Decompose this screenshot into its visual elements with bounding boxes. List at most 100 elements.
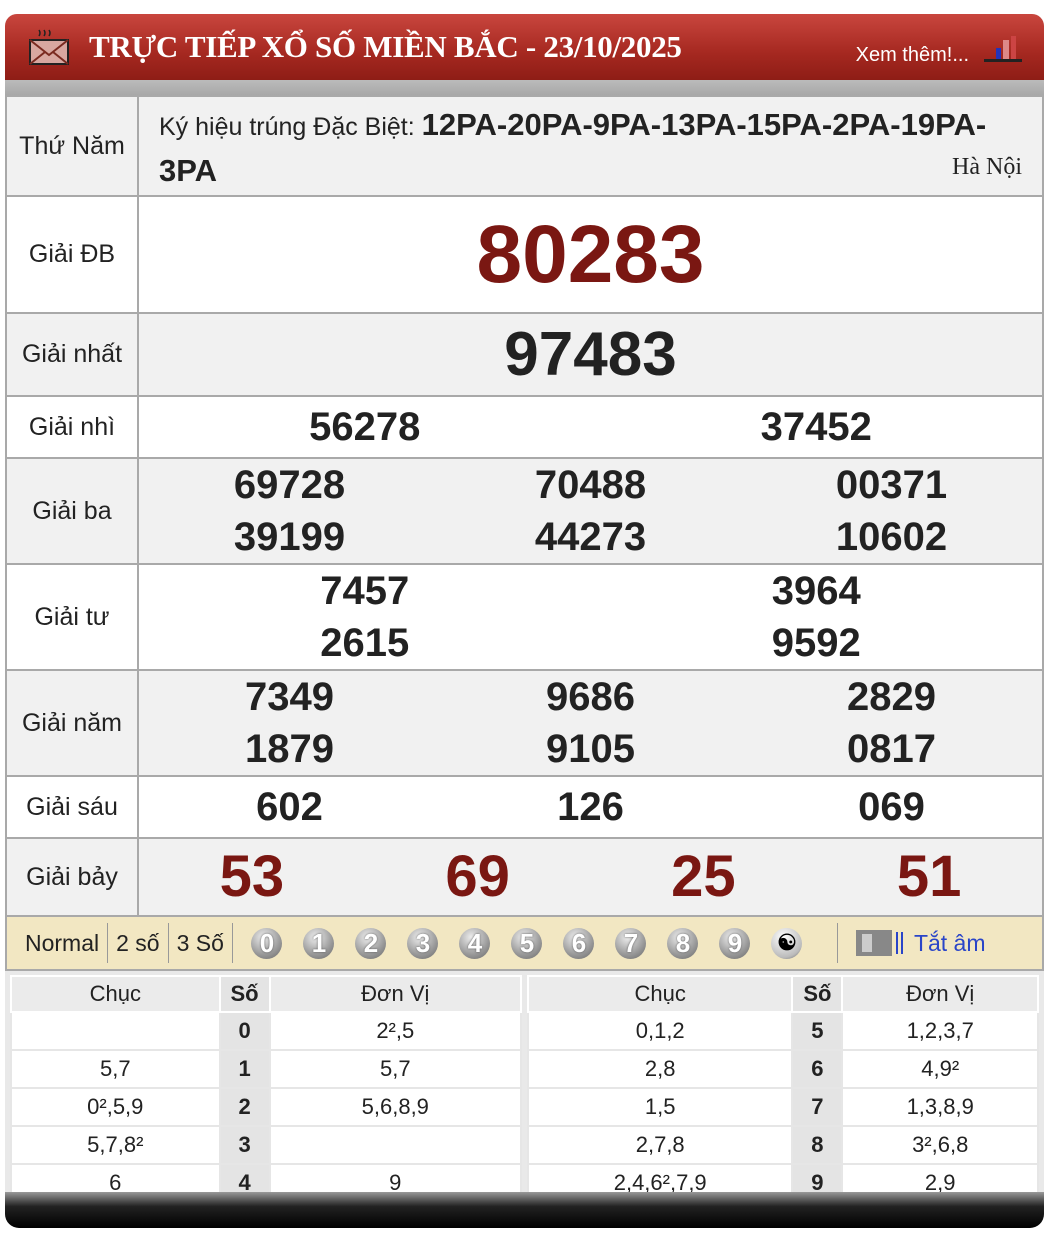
loto-row: 2,7,8 8 3²,6,8 xyxy=(526,1125,1039,1165)
code-values: 12PA-20PA-9PA-13PA-15PA-2PA-19PA-3PA xyxy=(159,107,987,188)
prize-number: 7349 xyxy=(245,675,334,719)
loto-row: 1,5 7 1,3,8,9 xyxy=(526,1087,1039,1127)
prize-numbers: 80283 xyxy=(137,195,1044,314)
loto-units: 5,7 xyxy=(268,1049,523,1089)
loto-tens xyxy=(10,1011,221,1051)
digit-4-button[interactable]: 4 xyxy=(459,927,491,959)
prize-number: 2829 xyxy=(847,675,936,719)
number-grid: 69728 70488 00371 39199 44273 10602 xyxy=(139,459,1042,563)
day-label: Thứ Năm xyxy=(5,95,139,197)
prize-row: Giải ba 69728 70488 00371 39199 44273 10602 xyxy=(5,457,1044,565)
loto-tens: 2,7,8 xyxy=(526,1125,794,1165)
prize-row: Giải tư 7457 3964 2615 9592 xyxy=(5,563,1044,671)
prize-number: 2615 xyxy=(320,621,410,665)
loto-row: 0²,5,9 2 5,6,8,9 xyxy=(10,1087,523,1127)
loto-tens: 2,8 xyxy=(526,1049,794,1089)
prize-number: 9105 xyxy=(546,727,635,771)
yin-yang-icon[interactable]: ☯ xyxy=(771,927,803,959)
prize-number: 97483 xyxy=(504,319,677,389)
chart-icon[interactable] xyxy=(984,36,1022,62)
prize-label: Giải ba xyxy=(5,457,139,565)
prize-number: 1879 xyxy=(245,727,334,771)
loto-head-digit: 6 xyxy=(791,1049,844,1089)
loto-header: Đơn Vị xyxy=(841,975,1039,1013)
prize-number: 69728 xyxy=(233,463,346,507)
loto-head-digit: 1 xyxy=(218,1049,271,1089)
sound-icon[interactable] xyxy=(855,930,904,956)
special-codes: Ký hiệu trúng Đặc Biệt: 12PA-20PA-9PA-13… xyxy=(137,95,1044,197)
prize-label: Giải năm xyxy=(5,669,139,777)
prize-numbers: 69728 70488 00371 39199 44273 10602 xyxy=(137,457,1044,565)
prize-numbers: 7349 9686 2829 1879 9105 0817 xyxy=(137,669,1044,777)
prize-number: 00371 xyxy=(835,463,948,507)
loto-row: 5,7,8² 3 xyxy=(10,1125,523,1165)
loto-head-digit: 8 xyxy=(791,1125,844,1165)
mode-button[interactable]: 2 số xyxy=(116,929,160,956)
prize-label: Giải tư xyxy=(5,563,139,671)
prize-row: Giải nhất 97483 xyxy=(5,312,1044,397)
prize-number: 39199 xyxy=(233,515,346,559)
loto-header: Đơn Vị xyxy=(268,975,523,1013)
divider xyxy=(836,923,838,963)
divider xyxy=(231,923,233,963)
prize-number: 9686 xyxy=(546,675,635,719)
prize-row: Giải năm 7349 9686 2829 1879 9105 0817 xyxy=(5,669,1044,777)
loto-header: Chục xyxy=(10,975,221,1013)
prize-row: Giải nhì 56278 37452 xyxy=(5,395,1044,459)
prize-number: 0817 xyxy=(847,727,936,771)
digit-9-button[interactable]: 9 xyxy=(719,927,751,959)
loto-tens: 0,1,2 xyxy=(526,1011,794,1051)
loto-header: Số xyxy=(218,975,271,1013)
digit-0-button[interactable]: 0 xyxy=(251,927,283,959)
prize-numbers: 53 69 25 51 xyxy=(137,837,1044,917)
digit-6-button[interactable]: 6 xyxy=(563,927,595,959)
prize-label: Giải sáu xyxy=(5,775,139,839)
loto-units: 5,6,8,9 xyxy=(268,1087,523,1127)
loto-header: Số xyxy=(791,975,844,1013)
divider xyxy=(167,923,169,963)
mute-button[interactable]: Tắt âm xyxy=(913,929,986,956)
number-grid: 56278 37452 xyxy=(139,401,1042,453)
loto-row: 2,8 6 4,9² xyxy=(526,1049,1039,1089)
prize-numbers: 56278 37452 xyxy=(137,395,1044,459)
prize-numbers: 602 126 069 xyxy=(137,775,1044,839)
prize-number: 9592 xyxy=(771,621,861,665)
loto-table-right: Chục Số Đơn Vị 0,1,2 5 1,2,3,7 2,8 6 4,9² 1,5 7 1,3… xyxy=(526,975,1039,1203)
digit-1-button[interactable]: 1 xyxy=(303,927,335,959)
mode-button[interactable]: Normal xyxy=(25,929,100,956)
lottery-widget: TRỰC TIẾP XỔ SỐ MIỀN BẮC - 23/10/2025 Xe… xyxy=(5,14,1044,1228)
prize-number: 51 xyxy=(896,844,962,909)
loto-units xyxy=(268,1125,523,1165)
loto-units: 4,9² xyxy=(841,1049,1039,1089)
digit-7-button[interactable]: 7 xyxy=(615,927,647,959)
see-more-link[interactable]: Xem thêm!... xyxy=(855,44,969,66)
loto-head-digit: 5 xyxy=(791,1011,844,1051)
loto-row: 0,1,2 5 1,2,3,7 xyxy=(526,1011,1039,1051)
loto-tens: 0²,5,9 xyxy=(10,1087,221,1127)
digit-3-button[interactable]: 3 xyxy=(407,927,439,959)
digit-8-button[interactable]: 8 xyxy=(667,927,699,959)
prize-number: 70488 xyxy=(534,463,647,507)
prize-number: 069 xyxy=(858,785,925,829)
loto-units: 2²,5 xyxy=(268,1011,523,1051)
divider xyxy=(107,923,109,963)
digit-2-button[interactable]: 2 xyxy=(355,927,387,959)
loto-units: 3²,6,8 xyxy=(841,1125,1039,1165)
prize-row: Giải ĐB 80283 xyxy=(5,195,1044,314)
header-bar: TRỰC TIẾP XỔ SỐ MIỀN BẮC - 23/10/2025 Xe… xyxy=(5,14,1044,80)
loto-head-digit: 3 xyxy=(218,1125,271,1165)
loto-units: 1,2,3,7 xyxy=(841,1011,1039,1051)
mode-button[interactable]: 3 Số xyxy=(176,929,224,956)
results-table: Thứ Năm Ký hiệu trúng Đặc Biệt: 12PA-20P… xyxy=(5,95,1044,917)
footer-bar xyxy=(5,1192,1044,1228)
number-grid: 80283 xyxy=(139,205,1042,305)
prize-number: 56278 xyxy=(309,405,421,449)
loto-units: 1,3,8,9 xyxy=(841,1087,1039,1127)
prize-label: Giải nhất xyxy=(5,312,139,397)
loto-row: 5,7 1 5,7 xyxy=(10,1049,523,1089)
digit-5-button[interactable]: 5 xyxy=(511,927,543,959)
prize-number: 69 xyxy=(445,844,510,909)
loto-tens: 5,7,8² xyxy=(10,1125,221,1165)
loto-head-digit: 0 xyxy=(218,1011,271,1051)
prize-label: Giải nhì xyxy=(5,395,139,459)
